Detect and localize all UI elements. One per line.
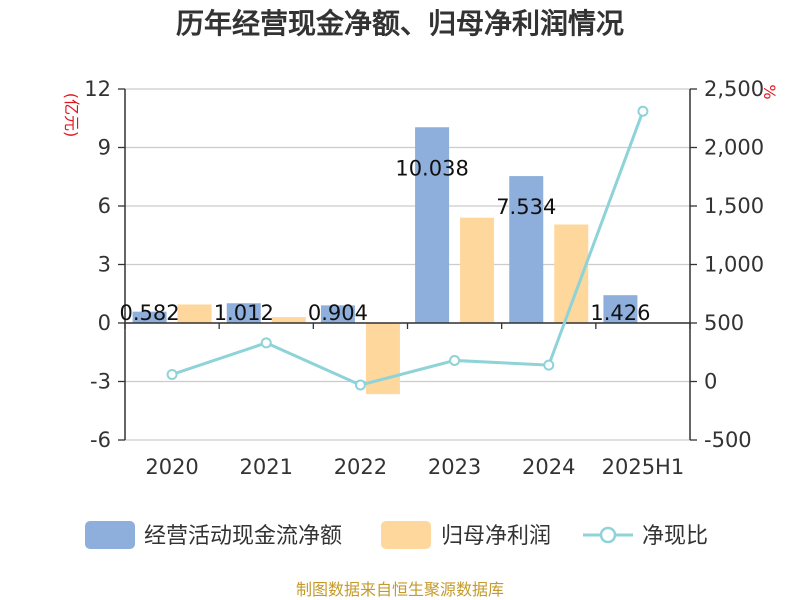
source-note: 制图数据来自恒生聚源数据库 xyxy=(296,580,504,599)
legend-label-net-profit: 归母净利润 xyxy=(441,524,551,549)
x-axis-tick-label: 2021 xyxy=(240,455,293,479)
legend-label-operating-cash: 经营活动现金流净额 xyxy=(144,524,342,549)
bar-net-profit xyxy=(460,217,495,323)
right-axis-tick-label: -500 xyxy=(704,428,752,452)
left-axis-tick-label: 9 xyxy=(98,136,111,160)
left-axis-tick-label: -6 xyxy=(90,428,111,452)
ratio-point xyxy=(260,337,272,349)
data-label-operating-cash: 1.426 xyxy=(590,301,650,325)
legend-item-net-profit[interactable]: 归母净利润 xyxy=(381,521,551,549)
ratio-line-path xyxy=(171,110,645,387)
data-label-operating-cash: 7.534 xyxy=(496,195,556,219)
legend-swatch-operating-cash xyxy=(85,521,135,549)
right-axis-tick-label: 500 xyxy=(704,311,744,335)
ratio-point xyxy=(354,379,366,391)
ratio-line xyxy=(166,105,649,391)
left-axis-tick-label: 6 xyxy=(98,194,111,218)
right-axis-tick-label: 1,000 xyxy=(704,253,764,277)
left-axis-tick-label: 3 xyxy=(98,253,111,277)
data-label-operating-cash: 0.904 xyxy=(308,301,368,325)
left-axis-tick-label: -3 xyxy=(90,370,111,394)
legend-swatch-net-profit xyxy=(381,521,431,549)
right-axis-tick-label: 0 xyxy=(704,370,717,394)
right-axis-tick-label: 1,500 xyxy=(704,194,764,218)
legend: 经营活动现金流净额 归母净利润 净现比 xyxy=(85,521,708,549)
right-axis-tick-label: 2,000 xyxy=(704,136,764,160)
x-axis-tick-label: 2024 xyxy=(522,455,575,479)
left-axis-unit: (亿元) xyxy=(62,93,81,138)
bar-net-profit xyxy=(271,317,306,323)
data-label-operating-cash: 1.012 xyxy=(214,301,274,325)
x-axis-tick-label: 2022 xyxy=(334,455,387,479)
data-labels: 0.582 1.012 0.904 10.038 7.534 1.426 xyxy=(120,156,651,325)
x-axis-tick-label: 2023 xyxy=(428,455,481,479)
legend-label-ratio: 净现比 xyxy=(642,524,708,549)
bar-net-profit xyxy=(177,304,212,323)
bar-operating-cash xyxy=(509,176,544,323)
left-axis-tick-label: 12 xyxy=(84,77,111,101)
bar-operating-cash xyxy=(415,127,450,323)
chart-title: 历年经营现金净额、归母净利润情况 xyxy=(176,7,624,40)
ratio-point xyxy=(449,354,461,366)
grid xyxy=(125,88,690,441)
axes: 12 9 6 3 0 -3 -6 2,500 2,000 1,500 1,000 500 0 -500 20… xyxy=(84,77,764,479)
bars xyxy=(132,127,683,395)
data-label-operating-cash: 0.582 xyxy=(120,301,180,325)
x-axis-tick-label: 2025H1 xyxy=(602,455,685,479)
left-axis-tick-label: 0 xyxy=(98,311,111,335)
right-axis-unit: % xyxy=(760,84,779,99)
bar-operating-cash xyxy=(132,311,167,323)
legend-item-ratio[interactable]: 净现比 xyxy=(583,524,708,549)
data-label-operating-cash: 10.038 xyxy=(395,156,468,180)
bar-operating-cash xyxy=(603,295,638,323)
right-axis-tick-label: 2,500 xyxy=(704,77,764,101)
ratio-point xyxy=(543,359,555,371)
ratio-point xyxy=(637,105,649,117)
legend-marker-ratio xyxy=(599,526,617,544)
bar-operating-cash xyxy=(226,303,261,323)
legend-item-operating-cash[interactable]: 经营活动现金流净额 xyxy=(85,521,342,549)
x-axis-tick-label: 2020 xyxy=(145,455,198,479)
ratio-point xyxy=(166,368,178,380)
bar-operating-cash xyxy=(320,305,355,323)
